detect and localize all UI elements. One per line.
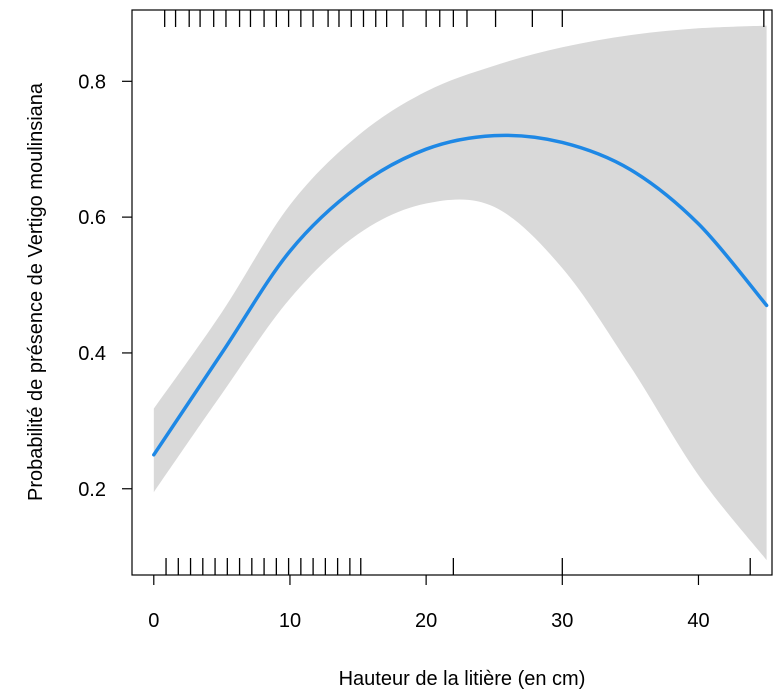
x-tick-label: 20 [415,610,437,632]
y-tick-label: 0.4 [78,343,106,365]
x-tick-label: 40 [687,610,709,632]
y-tick-label: 0.8 [78,71,106,93]
rug-bottom [165,558,751,575]
x-axis: 0 10 20 30 40 [148,575,710,632]
x-tick-label: 30 [551,610,573,632]
x-tick-label: 10 [279,610,301,632]
x-axis-title: Hauteur de la litière (en cm) [339,668,586,690]
y-tick-label: 0.2 [78,479,106,501]
y-tick-label: 0.6 [78,207,106,229]
rug-top [164,10,765,27]
fitted-probability-line [152,133,769,457]
confidence-band [153,25,767,561]
y-axis: 0.2 0.4 0.6 0.8 [78,71,132,501]
x-tick-label: 0 [148,610,159,632]
plot-frame [131,9,773,576]
y-axis-title: Probabilité de présence de Vertigo mouli… [25,82,47,501]
